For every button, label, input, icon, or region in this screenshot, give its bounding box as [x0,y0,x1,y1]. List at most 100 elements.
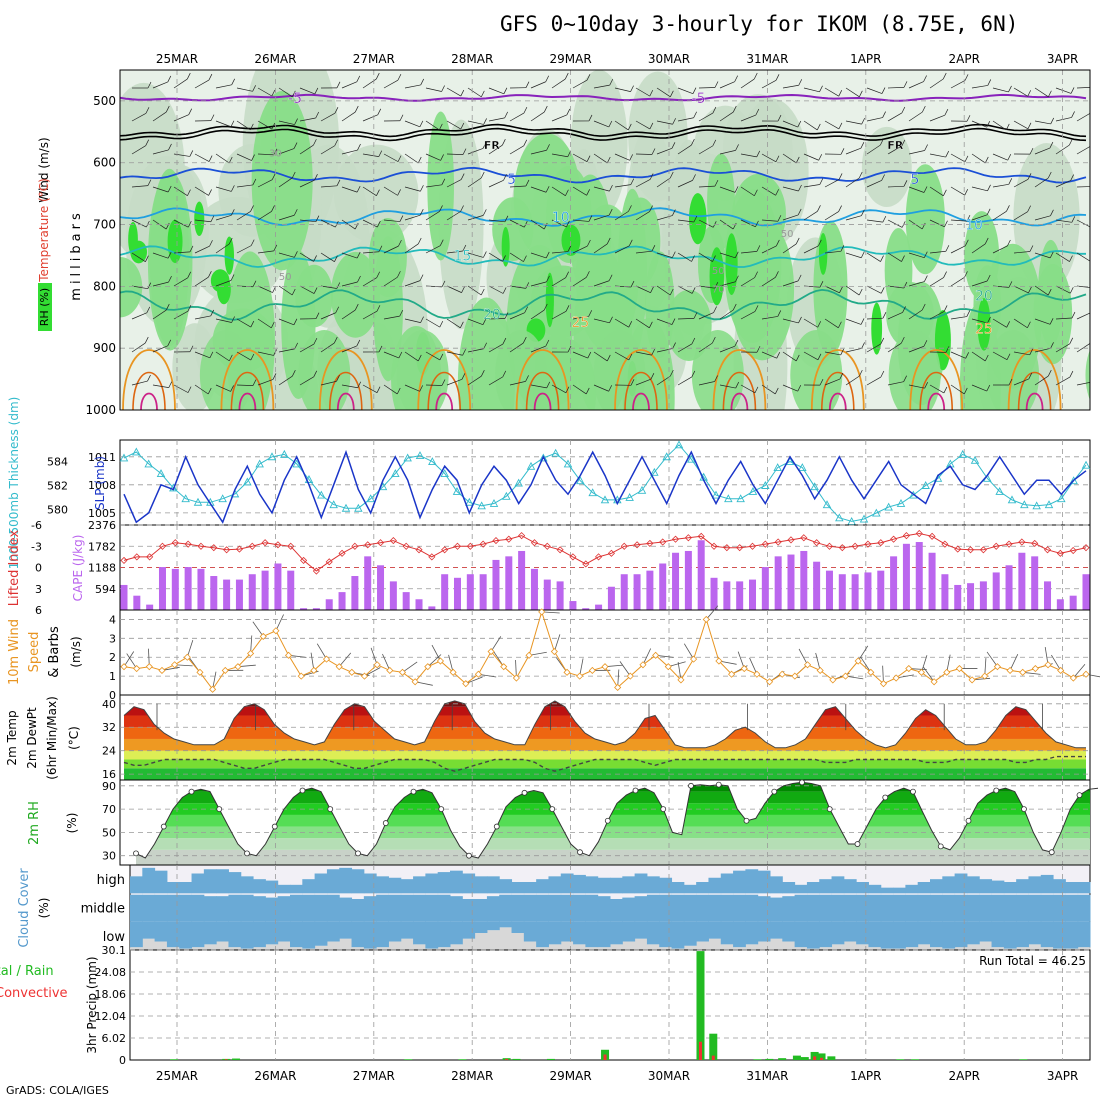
cloud-cover-bar-low-fill [979,922,992,942]
cloud-cover-bar-low-fill [376,922,389,948]
wind-barb-flag [1090,337,1093,343]
cloud-cover-bar-high [942,876,955,893]
cloud-cover-bar-high [622,876,635,893]
precip-total-bar [778,1058,786,1060]
precip-total-bar [793,1056,801,1060]
date-label-bottom: 30MAR [648,1069,690,1083]
cape-bar [197,569,204,610]
cloud-level-label: middle [81,902,125,917]
cloud-cover-bar-low [684,946,697,950]
isotherm-label: 5 [911,172,920,188]
precip-convective-bar [699,1042,702,1060]
cloud-cover-bar-middle [598,896,611,922]
cloud-cover-bar-high [868,885,881,894]
cape-bar [1083,574,1090,610]
cloud-cover-bar-low-fill [561,922,574,942]
cloud-cover-bar-low-fill [1016,922,1029,948]
isotherm-label: -5 [288,91,302,107]
precip-total-bar [170,1059,178,1060]
cloud-cover-bar-middle [1065,895,1078,922]
isotherm-label: 5 [507,172,516,188]
cloud-cover-bar-high [930,879,943,893]
isotherm-label: 15 [453,248,471,264]
cloud-cover-bar-middle [376,895,389,922]
cloud-cover-bar-low-fill [475,922,488,933]
cloud-cover-bar-high [290,885,303,894]
cloud-cover-bar-low-fill [425,922,438,949]
cloud-cover-bar-middle [561,895,574,922]
cloud-cover-bar-middle [659,895,672,922]
cloud-cover-bar-low [918,944,931,950]
cloud-cover-bar-middle [721,895,734,922]
cloud-cover-bar-high [265,881,278,894]
footer-credit: GrADS: COLA/IGES [6,1084,109,1097]
cape-bar [326,599,333,610]
cloud-cover-bar-low-fill [819,922,832,948]
rh-point [827,807,832,812]
cloud-cover-bar-low-fill [758,922,771,942]
cloud-cover-bar-low-fill [512,922,525,933]
cloud-cover-bar-low [635,939,648,950]
cloud-cover-bar-high [905,885,918,894]
isotherm-label: FR [484,139,501,152]
cloud-cover-bar-high [672,882,685,893]
cloud-cover-bar-high [659,878,672,894]
rh-region-saturated [211,269,230,292]
cloud-cover-bar-low-fill [462,922,475,939]
cloud-cover-bar-high [401,879,414,893]
cloud-cover-bar-middle [536,895,549,922]
cloud-cover-bar-middle [918,895,931,922]
cloud-cover-bar-low-fill [315,922,328,946]
cloud-cover-bar-middle [782,896,795,922]
wind-axis-label-1: 10m Wind [7,619,22,685]
pressure-tick-label: 500 [93,94,116,108]
wind-tick-label: 4 [109,613,116,626]
cloud-cover-bar-low [265,944,278,950]
cape-bar [287,571,294,610]
rh-contour-label: 50 [279,272,292,283]
cloud-cover-bar-low [548,944,561,950]
cloud-cover-bar-middle [204,896,217,922]
cloud-cover-bar-low-fill [216,922,229,942]
cloud-cover-bar-middle [844,895,857,922]
date-label-top: 25MAR [156,52,198,66]
precip-tick-label: 12.04 [95,1010,127,1023]
cape-bar [813,562,820,610]
cloud-cover-bar-middle [585,895,598,922]
rh-contour-label: 50 [712,266,725,277]
rh-point [772,789,777,794]
cloud-cover-bar-low-fill [228,922,241,948]
cloud-cover-bar-middle [672,895,685,922]
cloud-cover-bar-low-fill [598,922,611,948]
cloud-cover-bar-low [475,933,488,950]
cloud-cover-bar-low-fill [241,922,254,949]
cape-tick-label: 1188 [88,562,116,575]
cape-bar [723,581,730,610]
cloud-cover-bar-low-fill [1065,922,1078,949]
cloud-cover-bar-middle [819,895,832,922]
pressure-tick-label: 700 [93,218,116,232]
rh-point [328,807,333,812]
cloud-cover-bar-middle [179,895,192,922]
precip-total-bar [404,1059,412,1060]
rh-point [855,842,860,847]
cloud-cover-bar-middle [930,895,943,922]
cloud-cover-bar-middle [745,895,758,922]
wind-barb-flag [1091,255,1094,261]
cape-bar [1018,553,1025,610]
lifted-index-tick-label: 6 [35,604,42,617]
cape-bar [800,551,807,610]
cape-tick-label: 594 [95,583,116,596]
cloud-cover-bar-low-fill [204,922,217,945]
cloud-cover-bar-low-fill [745,922,758,945]
cloud-cover-bar-low [782,942,795,951]
cape-bar [274,563,281,610]
precip-convective-bar [225,1059,228,1060]
precip-convective-bar [604,1055,607,1060]
cloud-cover-bar-middle [192,895,205,922]
cloud-cover-bar-low-fill [265,922,278,945]
cloud-cover-bar-low-fill [1004,922,1017,949]
cape-bar [685,551,692,610]
cloud-cover-bar-high [228,872,241,893]
